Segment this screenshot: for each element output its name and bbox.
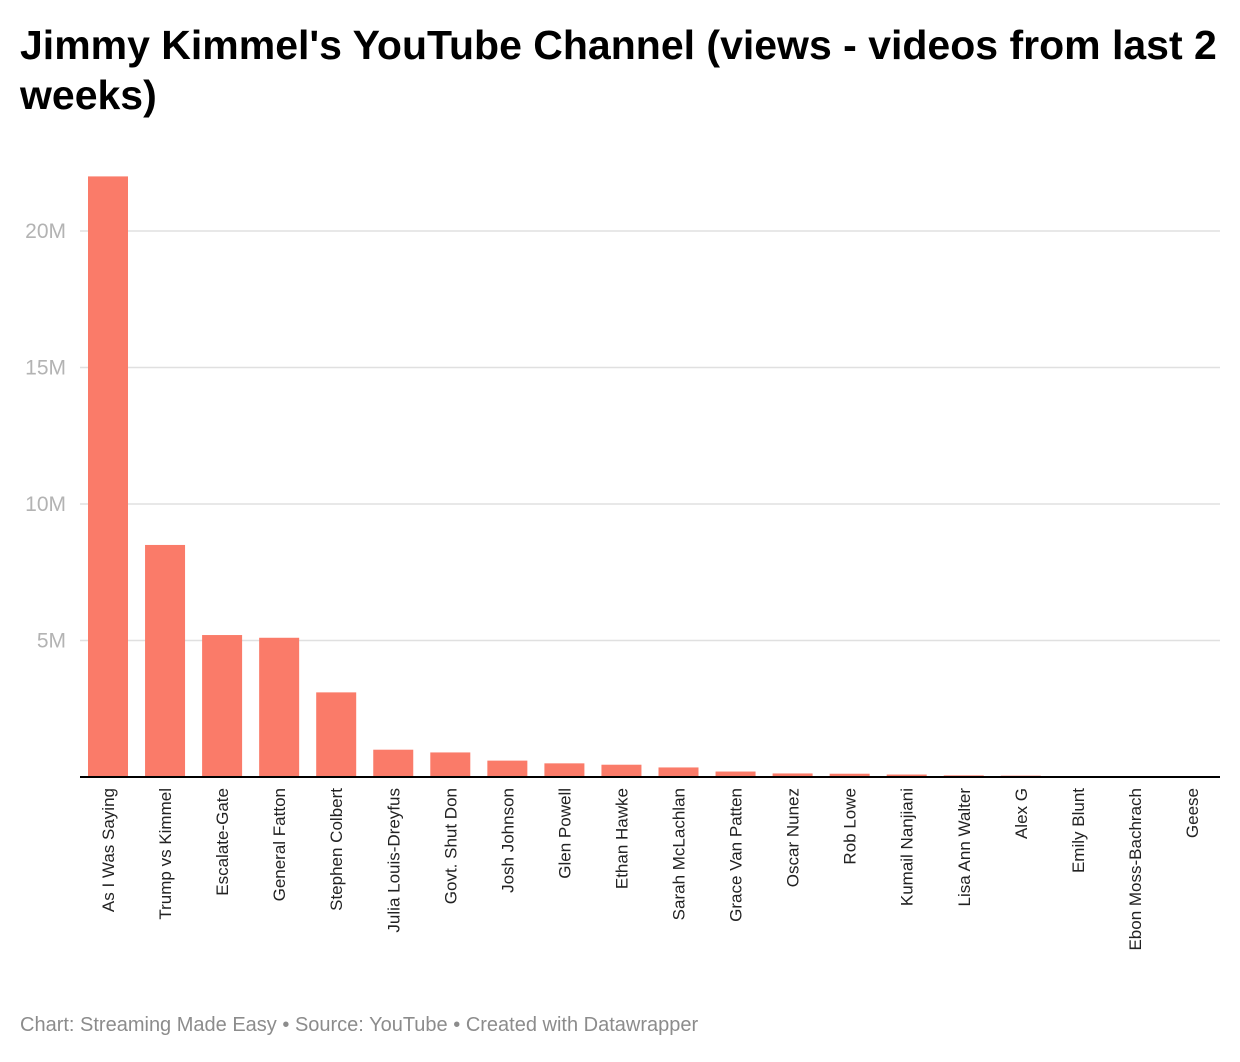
footer-chart-label: Chart: [20,1014,75,1036]
x-tick-label: Stephen Colbert [327,788,346,911]
x-tick-label: Grace Van Patten [727,788,746,922]
x-tick-label: Emily Blunt [1069,788,1088,873]
x-tick-label: Ebon Moss-Bachrach [1126,788,1145,951]
y-tick-label: 5M [37,630,66,653]
x-tick-label: Julia Louis-Dreyfus [384,788,403,933]
x-tick-label: Kumail Nanjiani [898,788,917,906]
bar [772,773,813,777]
y-tick-label: 10M [25,493,66,516]
footer-source-label: Source: [294,1014,364,1036]
footer-separator: • [282,1014,290,1036]
bar [658,767,699,777]
x-tick-label: Rob Lowe [841,788,860,865]
bar-chart: 5M 10M 15M 20M As I Was Saying Trump vs Kimm… [25,176,1220,951]
bar [544,763,585,777]
y-axis-ticks: 5M 10M 15M 20M [25,220,66,653]
footer-created-with: Created with Datawrapper [465,1014,699,1036]
x-tick-label: Glen Powell [555,788,574,879]
y-tick-label: 20M [25,220,66,243]
y-tick-label: 15M [25,357,66,380]
bar [373,749,414,777]
bar [886,774,927,777]
x-tick-label: Govt. Shut Don [441,788,460,904]
footer-source: YouTube [369,1014,448,1036]
x-tick-label: Geese [1183,788,1202,838]
x-tick-label: General Fatton [270,788,289,901]
bar [88,176,128,777]
x-tick-label: Lisa Ann Walter [955,788,974,907]
x-tick-label: Oscar Nunez [784,788,803,887]
bar [259,637,300,777]
bar [487,760,528,777]
footer-chart-by: Streaming Made Easy [80,1014,277,1036]
bar [430,752,471,777]
x-tick-label: Ethan Hawke [612,788,631,889]
x-tick-label: Josh Johnson [498,788,517,893]
footer-separator: • [453,1014,461,1036]
x-axis-labels: As I Was Saying Trump vs Kimmel Escalate-G… [99,788,1202,951]
bars [88,176,1212,777]
bar [145,544,186,777]
x-tick-label: Escalate-Gate [213,788,232,896]
x-tick-label: Sarah McLachlan [670,788,689,920]
x-tick-label: Alex G [1012,788,1031,839]
bar [601,764,642,777]
gridlines [80,230,1220,642]
bar [829,773,870,777]
bar [316,692,357,777]
chart-footer: Chart: Streaming Made Easy • Source: You… [20,1014,698,1037]
bar [715,771,756,777]
chart-title: Jimmy Kimmel's YouTube Channel (views - … [20,22,1217,118]
x-tick-label: As I Was Saying [99,788,118,912]
bar [202,635,243,777]
x-tick-label: Trump vs Kimmel [156,788,175,920]
